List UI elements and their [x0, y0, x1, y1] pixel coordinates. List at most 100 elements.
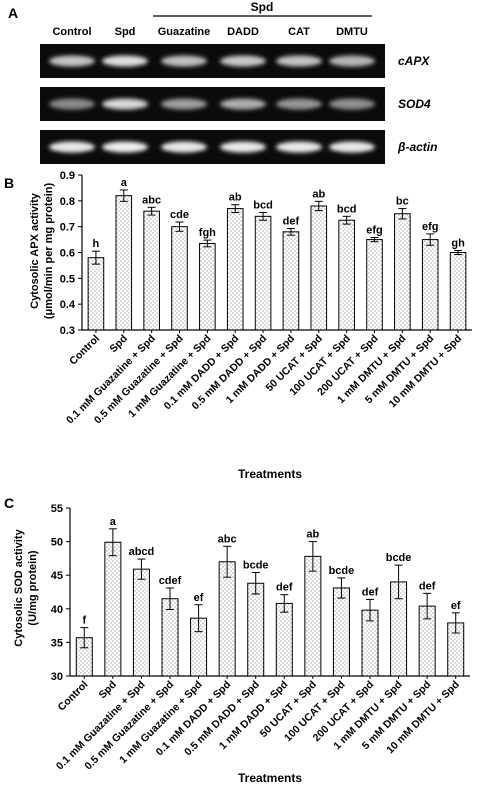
y-tick-label: 0.5 — [60, 273, 75, 285]
significance-letter: abc — [142, 194, 161, 206]
significance-letter: bcd — [337, 203, 357, 215]
gel-band — [102, 141, 148, 153]
significance-letter: efg — [422, 221, 439, 233]
significance-letter: ab — [229, 192, 242, 204]
gel-band — [220, 98, 266, 110]
bar — [310, 205, 328, 331]
y-tick-label: 45 — [51, 570, 63, 582]
bar — [226, 208, 244, 331]
x-axis-label-b: Treatments — [238, 467, 302, 481]
gel-panel: A Spd Control Spd Guazatine DADD CAT DMTU cAP… — [8, 0, 437, 164]
gel-band — [276, 98, 322, 110]
lane-label: Control — [52, 26, 91, 38]
gel-band — [49, 141, 95, 153]
bar — [87, 257, 105, 331]
gel-strip — [40, 87, 385, 121]
y-tick-label: 0.3 — [60, 325, 75, 337]
lane-label: CAT — [288, 26, 310, 38]
bar — [161, 598, 179, 677]
gel-band — [276, 55, 322, 67]
y-axis-label-b-unit: (μmol/min per mg protein) — [43, 183, 55, 320]
gel-strip — [40, 44, 385, 78]
gel-band — [329, 98, 375, 110]
significance-letter: ef — [194, 592, 204, 604]
lane-label: Spd — [115, 26, 136, 38]
y-tick-label: 0.8 — [60, 196, 75, 208]
y-axis-label-b: Cytosolic APX activity — [29, 192, 41, 309]
significance-letter: a — [110, 516, 117, 528]
y-tick-label: 0.4 — [60, 299, 76, 311]
bar — [332, 587, 350, 677]
category-label: Control — [67, 333, 102, 368]
gel-band — [276, 141, 322, 153]
bar — [115, 195, 133, 331]
significance-letter: cde — [170, 209, 189, 221]
bar — [199, 242, 216, 331]
significance-letter: efg — [366, 225, 383, 237]
bar — [104, 541, 122, 677]
gel-band — [161, 55, 207, 67]
gel-band — [102, 55, 148, 67]
bar — [282, 231, 300, 331]
significance-letter: bcde — [329, 565, 355, 577]
lane-label: Guazatine — [158, 26, 211, 38]
significance-letter: def — [276, 582, 293, 594]
significance-letter: ef — [451, 600, 461, 612]
y-tick-label: 50 — [51, 537, 63, 549]
significance-letter: abc — [218, 533, 237, 545]
bar — [132, 568, 150, 677]
significance-letter: abcd — [129, 546, 155, 558]
band-label: cAPX — [398, 54, 430, 68]
category-label: Control — [56, 679, 91, 714]
panel-c-letter: C — [4, 495, 14, 511]
significance-letter: bcd — [253, 199, 273, 211]
y-tick-label: 35 — [51, 637, 63, 649]
y-tick-label: 0.9 — [60, 170, 75, 182]
bar — [247, 582, 265, 677]
bar — [254, 215, 272, 331]
significance-letter: ab — [312, 188, 325, 200]
bar — [171, 226, 188, 331]
apx-chart: B Cytosolic APX activity (μmol/min per m… — [4, 170, 472, 481]
panel-b-letter: B — [4, 175, 14, 191]
category-label: Spd — [107, 333, 130, 356]
significance-letter: bcde — [386, 552, 412, 564]
significance-letter: ab — [306, 529, 319, 541]
significance-letter: h — [93, 238, 100, 250]
significance-letter: fgh — [199, 227, 216, 239]
gel-strip — [40, 130, 385, 164]
bar — [394, 213, 411, 331]
significance-letter: cdef — [159, 575, 182, 587]
significance-letter: def — [362, 586, 379, 598]
y-tick-label: 55 — [51, 503, 63, 515]
gel-band — [161, 98, 207, 110]
x-axis-label-c: Treatments — [238, 771, 302, 785]
sod-chart: C Cytosolic SOD activity (U/mg protein) … — [4, 495, 470, 785]
panel-a-letter: A — [8, 5, 18, 21]
gel-band — [220, 141, 266, 153]
significance-letter: bcde — [243, 560, 269, 572]
y-tick-label: 0.7 — [60, 222, 75, 234]
group-label: Spd — [251, 0, 274, 14]
category-label: Spd — [96, 679, 119, 702]
bar — [338, 219, 355, 331]
gel-band — [329, 55, 375, 67]
significance-letter: gh — [451, 237, 465, 249]
band-label: SOD4 — [398, 97, 431, 111]
gel-band — [102, 98, 148, 110]
significance-letter: f — [82, 615, 86, 627]
significance-letter: a — [121, 177, 128, 189]
y-axis-label-c: Cytosolic SOD activity — [13, 528, 25, 646]
y-tick-label: 30 — [51, 671, 63, 683]
bar — [421, 239, 439, 331]
gel-band — [161, 141, 207, 153]
bar — [143, 210, 160, 331]
lane-label: DMTU — [336, 26, 368, 38]
bar — [304, 555, 322, 677]
lane-label: DADD — [227, 26, 259, 38]
gel-band — [49, 98, 95, 110]
y-axis-label-c-unit: (U/mg protein) — [27, 550, 39, 625]
gel-band — [329, 141, 375, 153]
gel-band — [220, 55, 266, 67]
